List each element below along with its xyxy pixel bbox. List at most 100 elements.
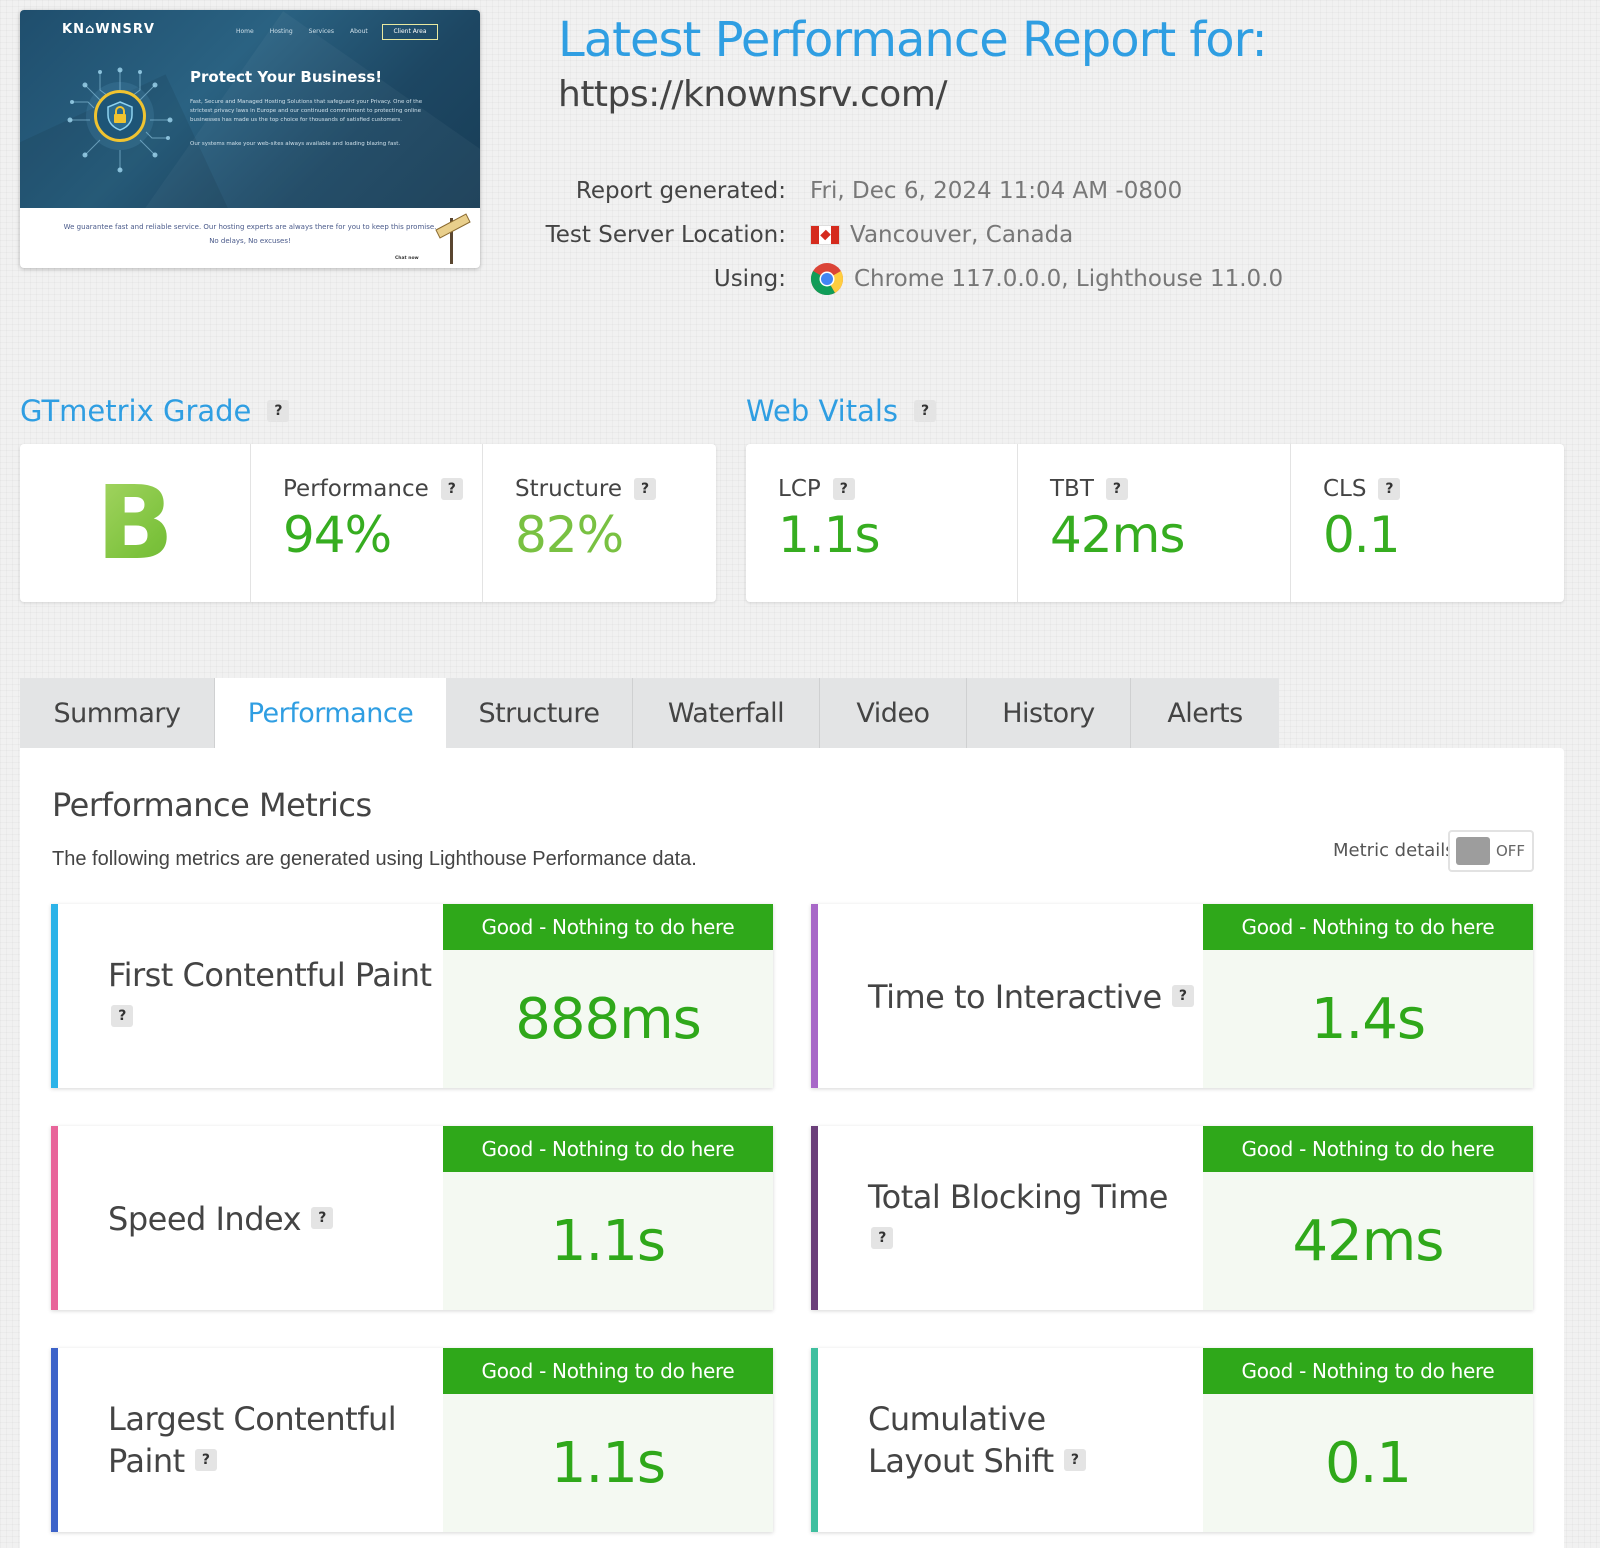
thumbnail-hero: KN⌂WNSRV Home Hosting Services About Cli… [20, 10, 480, 208]
metric-value: 0.1 [1324, 1430, 1412, 1496]
metric-card-speed-index: Speed Index? Good - Nothing to do here 1… [51, 1126, 773, 1310]
cls-label: CLS? [1323, 476, 1401, 502]
tab-video[interactable]: Video [820, 678, 967, 748]
help-icon[interactable]: ? [914, 400, 937, 422]
web-vitals-card: LCP? 1.1s TBT? 42ms CLS? 0.1 [746, 444, 1564, 602]
lcp-label: LCP? [778, 476, 855, 502]
report-title: Latest Performance Report for: [558, 12, 1268, 68]
metric-name: Time to Interactive? [868, 976, 1198, 1018]
thumbnail-description: Fast, Secure and Managed Hosting Solutio… [190, 99, 423, 123]
help-icon[interactable]: ? [311, 1207, 334, 1229]
help-icon[interactable]: ? [440, 478, 463, 500]
metric-color-bar [51, 1348, 58, 1532]
grade-letter-cell: B [20, 444, 251, 602]
using-row: Using: Chrome 117.0.0.0, Lighthouse 11.0… [520, 263, 1520, 296]
metric-name: Cumulative Layout Shift? [868, 1398, 1158, 1482]
tab-waterfall[interactable]: Waterfall [633, 678, 820, 748]
test-location-value: Vancouver, Canada [810, 222, 1073, 248]
toggle-knob [1456, 837, 1490, 865]
grade-letter: B [20, 464, 250, 583]
report-url[interactable]: https://knownsrv.com/ [558, 74, 948, 115]
metric-name: First Contentful Paint? [108, 954, 438, 1038]
structure-score-value: 82% [515, 506, 624, 564]
metric-badge: Good - Nothing to do here [1203, 904, 1533, 950]
help-icon[interactable]: ? [634, 478, 656, 500]
metric-badge: Good - Nothing to do here [443, 1126, 773, 1172]
help-icon[interactable]: ? [832, 478, 855, 500]
tab-history[interactable]: History [967, 678, 1131, 748]
help-icon[interactable]: ? [871, 1227, 893, 1249]
metric-color-bar [51, 1126, 58, 1310]
gtmetrix-grade-card: B Performance? 94% Structure? 82% [20, 444, 716, 602]
lcp-cell: LCP? 1.1s [746, 444, 1018, 602]
thumbnail-footer: We guarantee fast and reliable service. … [20, 208, 480, 268]
help-icon[interactable]: ? [267, 400, 290, 422]
shield-lock-icon [94, 90, 146, 142]
circuit-lines-icon [67, 67, 173, 173]
using-label: Using: [713, 266, 786, 292]
thumbnail-nav: Home Hosting Services About [236, 28, 368, 35]
thumbnail-chat-label: Chat now [395, 256, 419, 261]
metric-value: 1.1s [550, 1208, 666, 1274]
performance-score-cell: Performance? 94% [251, 444, 483, 602]
metric-card-cls: Cumulative Layout Shift? Good - Nothing … [811, 1348, 1533, 1532]
metric-details-toggle[interactable]: OFF [1448, 830, 1534, 872]
thumbnail-description-2: Our systems make your web-sites always a… [190, 141, 401, 147]
metric-value: 1.1s [550, 1430, 666, 1496]
metric-value: 42ms [1292, 1208, 1445, 1274]
metric-badge: Good - Nothing to do here [443, 1348, 773, 1394]
metric-card-fcp: First Contentful Paint? Good - Nothing t… [51, 904, 773, 1088]
thumbnail-headline: Protect Your Business! [190, 68, 383, 86]
cls-cell: CLS? 0.1 [1291, 444, 1564, 602]
help-icon[interactable]: ? [194, 1449, 217, 1471]
metric-result: Good - Nothing to do here 1.1s [443, 1126, 773, 1310]
panel-description: The following metrics are generated usin… [52, 848, 697, 870]
structure-score-label: Structure? [515, 476, 656, 502]
web-vitals-heading: Web Vitals ? [746, 394, 937, 428]
using-value: Chrome 117.0.0.0, Lighthouse 11.0.0 [810, 262, 1283, 296]
gtmetrix-grade-heading: GTmetrix Grade ? [20, 394, 290, 428]
tab-alerts[interactable]: Alerts [1131, 678, 1279, 748]
site-screenshot-thumbnail[interactable]: KN⌂WNSRV Home Hosting Services About Cli… [20, 10, 480, 268]
performance-score-value: 94% [283, 506, 392, 564]
lcp-value: 1.1s [778, 506, 881, 564]
metric-result: Good - Nothing to do here 42ms [1203, 1126, 1533, 1310]
performance-panel: Performance Metrics The following metric… [20, 748, 1564, 1548]
metric-result: Good - Nothing to do here 1.4s [1203, 904, 1533, 1088]
help-icon[interactable]: ? [1063, 1449, 1086, 1471]
performance-score-label: Performance? [283, 476, 463, 502]
tbt-cell: TBT? 42ms [1018, 444, 1291, 602]
metric-result: Good - Nothing to do here 1.1s [443, 1348, 773, 1532]
metric-card-tti: Time to Interactive? Good - Nothing to d… [811, 904, 1533, 1088]
structure-score-cell: Structure? 82% [483, 444, 716, 602]
tab-performance[interactable]: Performance [215, 678, 446, 748]
help-icon[interactable]: ? [1105, 478, 1128, 500]
metric-color-bar [811, 1126, 818, 1310]
metric-value: 1.4s [1310, 986, 1426, 1052]
help-icon[interactable]: ? [111, 1005, 133, 1027]
tab-summary[interactable]: Summary [20, 678, 215, 748]
metric-badge: Good - Nothing to do here [1203, 1126, 1533, 1172]
metric-name: Speed Index? [108, 1198, 438, 1240]
thumbnail-client-area: Client Area [382, 24, 438, 40]
report-generated-row: Report generated: Fri, Dec 6, 2024 11:04… [520, 178, 1520, 208]
metric-result: Good - Nothing to do here 888ms [443, 904, 773, 1088]
metric-name: Largest Contentful Paint? [108, 1400, 397, 1480]
signpost-icon [435, 213, 471, 264]
thumbnail-footer-text: We guarantee fast and reliable service. … [63, 223, 437, 245]
metric-card-lcp: Largest Contentful Paint? Good - Nothing… [51, 1348, 773, 1532]
cls-value: 0.1 [1323, 506, 1401, 564]
test-location-row: Test Server Location: Vancouver, Canada [520, 222, 1520, 252]
help-icon[interactable]: ? [1171, 985, 1194, 1007]
help-icon[interactable]: ? [1378, 478, 1401, 500]
metric-badge: Good - Nothing to do here [443, 904, 773, 950]
panel-title: Performance Metrics [52, 786, 372, 824]
metric-color-bar [51, 904, 58, 1088]
canada-flag-icon [810, 225, 840, 245]
metric-result: Good - Nothing to do here 0.1 [1203, 1348, 1533, 1532]
metric-color-bar [811, 904, 818, 1088]
test-location-label: Test Server Location: [545, 222, 786, 248]
metric-name: Total Blocking Time? [868, 1176, 1198, 1260]
tab-structure[interactable]: Structure [446, 678, 633, 748]
metric-color-bar [811, 1348, 818, 1532]
